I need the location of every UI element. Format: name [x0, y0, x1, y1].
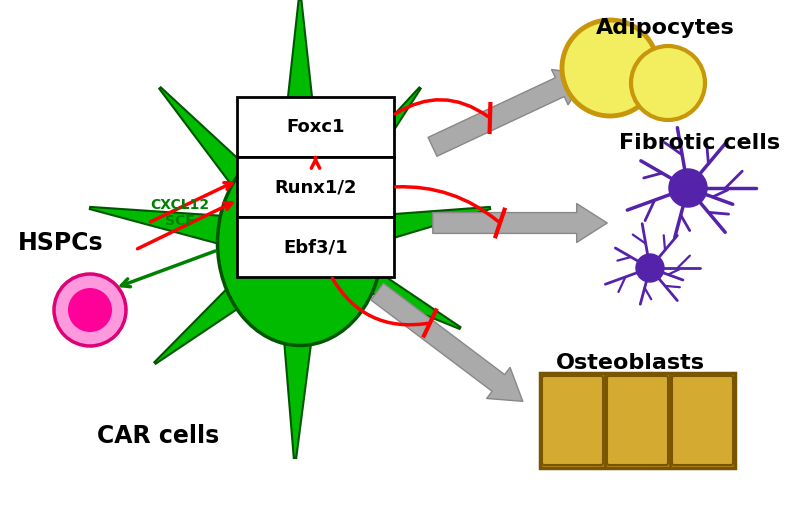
Text: Fibrotic cells: Fibrotic cells — [619, 133, 781, 153]
Ellipse shape — [220, 143, 380, 343]
Text: CXCL12
SCF: CXCL12 SCF — [150, 198, 209, 228]
FancyBboxPatch shape — [237, 157, 394, 217]
Ellipse shape — [217, 140, 382, 346]
FancyArrowPatch shape — [396, 186, 498, 221]
Circle shape — [68, 288, 112, 332]
FancyBboxPatch shape — [238, 212, 393, 222]
Text: CAR cells: CAR cells — [97, 424, 219, 448]
FancyBboxPatch shape — [607, 376, 668, 465]
Text: HSPCs: HSPCs — [18, 231, 104, 255]
FancyBboxPatch shape — [237, 217, 394, 277]
FancyBboxPatch shape — [540, 373, 735, 468]
Text: Adipocytes: Adipocytes — [596, 18, 734, 38]
Circle shape — [562, 20, 658, 116]
Circle shape — [636, 254, 664, 282]
Polygon shape — [90, 207, 304, 265]
Polygon shape — [296, 207, 490, 265]
FancyBboxPatch shape — [542, 376, 603, 465]
Polygon shape — [290, 225, 460, 329]
Circle shape — [54, 274, 126, 346]
Circle shape — [631, 46, 705, 120]
Text: Runx1/2: Runx1/2 — [274, 178, 357, 196]
FancyBboxPatch shape — [237, 97, 394, 157]
Circle shape — [669, 169, 707, 207]
Polygon shape — [286, 88, 421, 254]
Polygon shape — [272, 0, 328, 243]
Text: Foxc1: Foxc1 — [286, 118, 345, 136]
Polygon shape — [154, 227, 312, 364]
Text: Ebf3/1: Ebf3/1 — [283, 238, 348, 256]
Polygon shape — [276, 242, 324, 458]
FancyArrowPatch shape — [332, 278, 427, 325]
Polygon shape — [159, 88, 315, 256]
FancyArrowPatch shape — [395, 99, 488, 117]
FancyBboxPatch shape — [238, 152, 393, 162]
Text: Osteoblasts: Osteoblasts — [556, 353, 704, 373]
FancyBboxPatch shape — [672, 376, 733, 465]
